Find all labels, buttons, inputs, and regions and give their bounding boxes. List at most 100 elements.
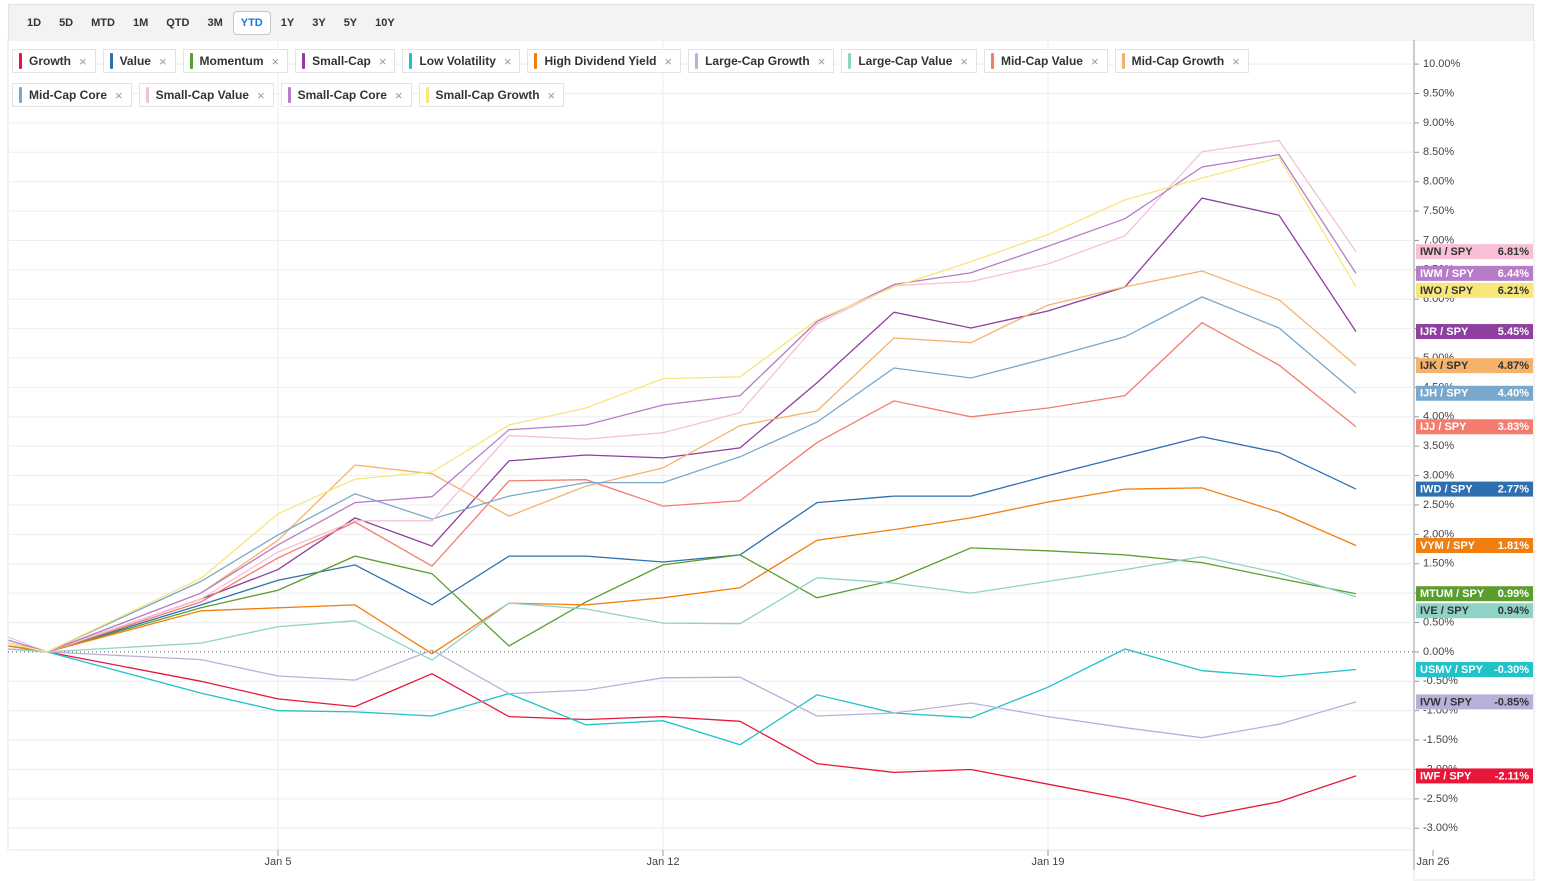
- legend-chip[interactable]: Growth ×: [12, 49, 96, 73]
- axis-area: [1413, 39, 1535, 881]
- end-label-ticker: VYM / SPY: [1420, 540, 1476, 552]
- legend-remove[interactable]: ×: [256, 87, 265, 103]
- y-tick-label: -0.50%: [1423, 675, 1458, 687]
- series-line: [8, 156, 1357, 653]
- legend-remove[interactable]: ×: [115, 87, 123, 103]
- series-line: [8, 153, 1357, 653]
- end-label-box: [1416, 265, 1533, 281]
- end-label-value: 6.21%: [1498, 285, 1529, 297]
- legend-chip[interactable]: Small-Cap Core ×: [280, 83, 412, 107]
- x-tick-label: Jan 26: [1416, 856, 1449, 868]
- legend-swatch: [1121, 53, 1125, 69]
- y-tick-label: -2.50%: [1423, 793, 1458, 805]
- end-label-box: [1416, 481, 1533, 497]
- series-line: [8, 547, 1357, 653]
- range-button[interactable]: YTD: [232, 10, 271, 35]
- end-label-box: [1416, 768, 1533, 784]
- end-label-box: [1416, 419, 1533, 435]
- legend-remove[interactable]: ×: [271, 53, 280, 69]
- plot-area: [7, 39, 1415, 851]
- range-button[interactable]: 1M: [132, 16, 149, 29]
- range-button[interactable]: 5Y: [343, 16, 358, 29]
- end-label: IVW / SPY -0.85%: [1416, 694, 1533, 710]
- range-button[interactable]: 5D: [59, 16, 74, 29]
- legend-remove[interactable]: ×: [503, 53, 512, 69]
- end-label-value: 3.83%: [1498, 421, 1529, 433]
- end-label: IVE / SPY 0.94%: [1416, 603, 1533, 619]
- legend-chip[interactable]: Low Volatility ×: [402, 49, 521, 73]
- legend-swatch: [189, 53, 193, 69]
- legend-swatch: [19, 53, 22, 69]
- legend-chip[interactable]: Value ×: [102, 49, 176, 73]
- end-label: MTUM / SPY 0.99%: [1416, 586, 1533, 602]
- range-button[interactable]: 1Y: [280, 16, 295, 29]
- legend-remove[interactable]: ×: [378, 53, 387, 69]
- end-label-ticker: IJK / SPY: [1420, 360, 1469, 372]
- legend-swatch: [425, 87, 429, 103]
- y-tick-label: 9.50%: [1423, 87, 1454, 99]
- end-label-box: [1416, 694, 1533, 710]
- end-label: IJH / SPY 4.40%: [1416, 385, 1533, 401]
- range-button[interactable]: 3Y: [312, 16, 326, 29]
- end-label: IWM / SPY 6.44%: [1416, 265, 1533, 281]
- legend-remove[interactable]: ×: [1232, 53, 1240, 69]
- legend-chip[interactable]: Small-Cap Value ×: [138, 83, 274, 107]
- legend-chip[interactable]: Small-Cap ×: [295, 49, 396, 73]
- legend-label: High Dividend Yield: [544, 54, 657, 68]
- end-label-ticker: IVE / SPY: [1420, 605, 1470, 617]
- range-button[interactable]: 3M: [207, 16, 223, 29]
- legend-chip[interactable]: Large-Cap Value ×: [841, 49, 977, 73]
- legend-swatch: [409, 53, 413, 69]
- legend-swatch: [848, 53, 852, 69]
- range-button[interactable]: 10Y: [375, 16, 395, 29]
- end-label-value: 2.77%: [1498, 483, 1529, 495]
- legend-label: Momentum: [199, 54, 264, 68]
- y-tick-label: 7.00%: [1423, 234, 1454, 246]
- legend-chip[interactable]: High Dividend Yield ×: [527, 49, 682, 73]
- y-tick-label: 7.50%: [1423, 205, 1454, 217]
- series-line: [8, 139, 1357, 653]
- legend-chip[interactable]: Large-Cap Growth ×: [688, 49, 835, 73]
- legend-label: Large-Cap Growth: [705, 54, 810, 68]
- legend-remove[interactable]: ×: [1090, 53, 1099, 69]
- x-tick-label: Jan 19: [1031, 856, 1064, 868]
- legend-remove[interactable]: ×: [79, 53, 87, 69]
- legend-remove[interactable]: ×: [547, 87, 556, 103]
- end-label-value: 0.99%: [1498, 588, 1529, 600]
- end-label: IWD / SPY 2.77%: [1416, 481, 1533, 497]
- legend-remove[interactable]: ×: [664, 53, 673, 69]
- legend-remove[interactable]: ×: [960, 53, 968, 69]
- range-button[interactable]: QTD: [166, 16, 190, 29]
- legend-label: Mid-Cap Growth: [1131, 54, 1225, 68]
- legend-remove[interactable]: ×: [158, 53, 167, 69]
- y-tick-label: -3.00%: [1423, 822, 1458, 834]
- legend-chip[interactable]: Mid-Cap Value ×: [983, 49, 1108, 73]
- end-label-ticker: IWO / SPY: [1420, 285, 1474, 297]
- legend-chip[interactable]: Momentum ×: [182, 49, 289, 73]
- series-line: [8, 296, 1357, 653]
- end-label-box: [1416, 244, 1533, 260]
- range-button[interactable]: MTD: [91, 16, 115, 29]
- end-label-value: 5.45%: [1498, 326, 1529, 338]
- legend-chip[interactable]: Mid-Cap Growth ×: [1114, 49, 1249, 73]
- end-label: IWN / SPY 6.81%: [1416, 244, 1533, 260]
- y-tick-label: 0.50%: [1423, 616, 1454, 628]
- y-tick-label: 3.50%: [1423, 440, 1454, 452]
- legend-swatch: [109, 53, 113, 69]
- end-label: IWO / SPY 6.21%: [1416, 282, 1533, 298]
- legend-swatch: [145, 87, 149, 103]
- legend-remove[interactable]: ×: [394, 87, 403, 103]
- legend-chip[interactable]: Mid-Cap Core ×: [12, 83, 132, 107]
- legend-chip[interactable]: Small-Cap Growth ×: [418, 83, 565, 107]
- series-line: [8, 321, 1357, 653]
- end-label-ticker: IWD / SPY: [1420, 483, 1473, 495]
- end-label: IJR / SPY 5.45%: [1416, 324, 1533, 340]
- y-tick-label: 10.00%: [1423, 58, 1461, 70]
- legend-remove[interactable]: ×: [817, 53, 826, 69]
- end-label-box: [1416, 603, 1533, 619]
- legend: Growth × Value × Momentum × Small-Cap × Low Vola…: [12, 49, 1332, 107]
- y-tick-label: 8.50%: [1423, 146, 1454, 158]
- range-button[interactable]: 1D: [27, 16, 42, 29]
- x-tick-label: Jan 12: [646, 856, 679, 868]
